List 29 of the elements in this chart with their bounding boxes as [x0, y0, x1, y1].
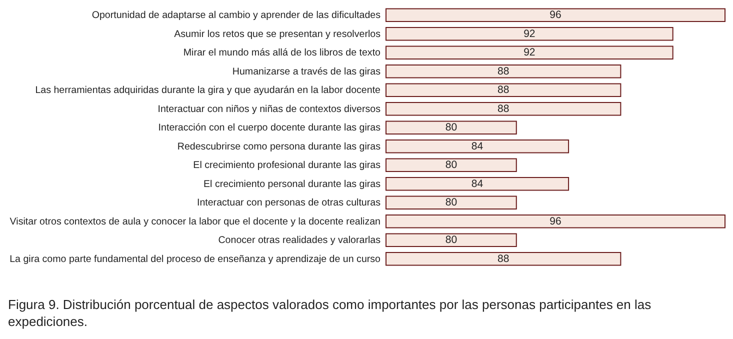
y-tick-label: Asumir los retos que se presentan y resolverlos	[174, 28, 381, 40]
data-label: 92	[524, 28, 536, 40]
y-tick-label: El crecimiento personal durante las giras	[204, 178, 381, 190]
y-tick-label: Interacción con el cuerpo docente durante las giras	[158, 122, 381, 134]
text: Figura 9. Distribución porcentual de aspectos valorados como importantes por las personas participantes en las expediciones.	[8, 296, 652, 330]
data-label: 92	[524, 46, 536, 59]
data-label: 80	[445, 122, 458, 134]
y-tick-label: Redescubrirse como persona durante las giras	[177, 141, 381, 152]
data-label: 84	[471, 140, 484, 152]
data-label: 96	[550, 9, 562, 22]
data-label: 88	[498, 84, 510, 96]
data-label: 88	[498, 252, 510, 265]
y-tick-label: Visitar otros contextos de aula y conocer la labor que el docente y la docente realizan	[10, 216, 380, 228]
y-tick-label: La gira como parte fundamental del proceso de enseñanza y aprendizaje de un curso	[10, 254, 382, 265]
data-label: 80	[445, 234, 458, 246]
y-tick-label: El crecimiento profesional durante las giras	[193, 160, 381, 172]
y-tick-label: Interactuar con personas de otras culturas	[196, 198, 381, 209]
data-label: 88	[498, 102, 510, 115]
y-tick-label: Mirar el mundo más allá de los libros de texto	[183, 48, 382, 59]
data-label: 96	[550, 215, 562, 228]
data-label: 80	[445, 159, 458, 172]
data-label: 84	[471, 178, 484, 190]
data-label: 80	[445, 196, 458, 209]
y-tick-label: Conocer otras realidades y valorarlas	[218, 235, 381, 246]
y-tick-label: Las herramientas adquiridas durante la gira y que ayudarán en la labor docente	[35, 85, 382, 96]
y-tick-label: Oportunidad de adaptarse al cambio y aprender de las dificultades	[92, 10, 381, 22]
y-tick-label: Humanizarse a través de las giras	[232, 66, 381, 78]
y-tick-label: Interactuar con niños y niñas de contextos diversos	[158, 104, 381, 115]
data-label: 88	[498, 65, 510, 78]
